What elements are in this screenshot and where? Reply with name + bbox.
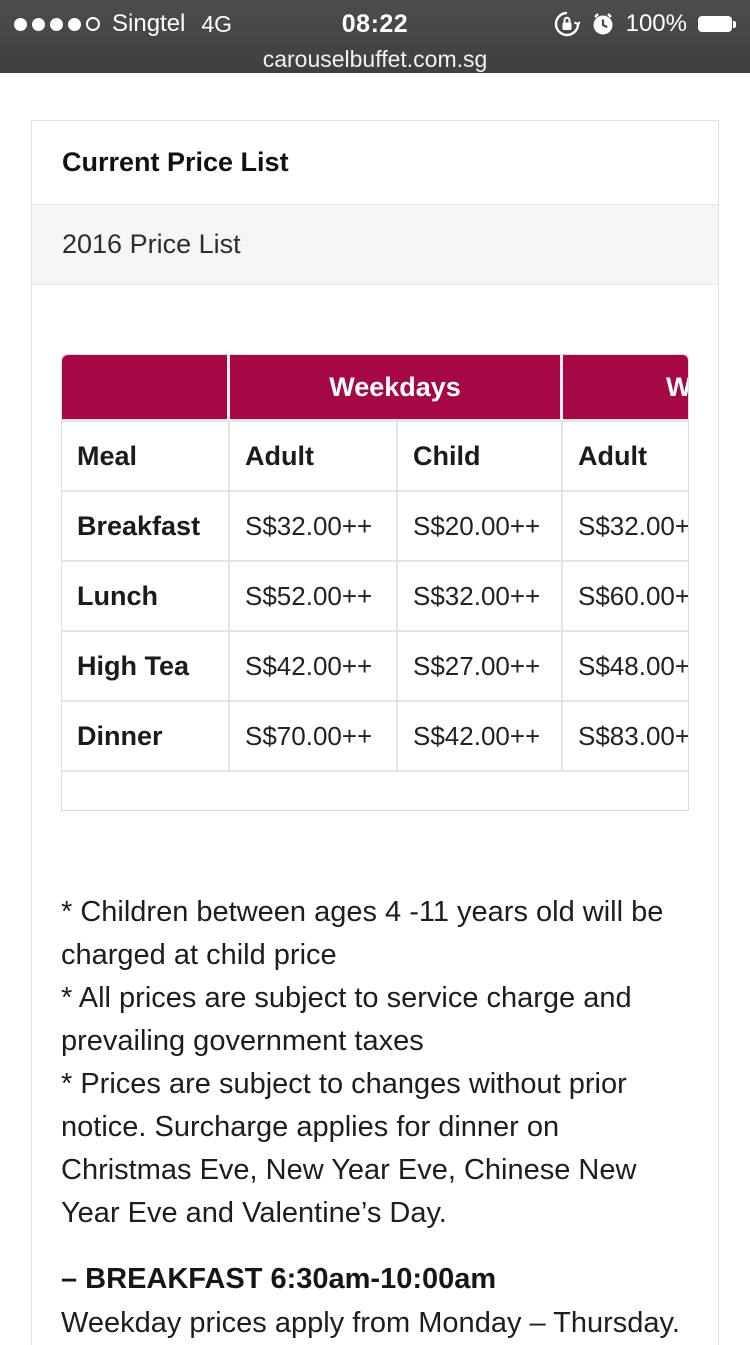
- meal-name: Lunch: [62, 562, 230, 632]
- price-cell: S$60.00++: [563, 562, 688, 632]
- price-list-card: Current Price List 2016 Price List Weekd…: [31, 120, 719, 1345]
- breakfast-hours-heading: – BREAKFAST 6:30am-10:00am: [61, 1263, 497, 1295]
- status-bar: Singtel 4G 08:22 100%: [0, 0, 750, 73]
- price-cell: S$83.00++: [563, 702, 688, 772]
- note-line: * Prices are subject to changes without …: [61, 1068, 637, 1229]
- price-cell: S$27.00++: [398, 632, 563, 702]
- table-row: Breakfast S$32.00++ S$20.00++ S$32.00++: [62, 492, 688, 562]
- group-header-weekdays: Weekdays: [230, 355, 563, 422]
- network-type-label: 4G: [201, 10, 233, 37]
- price-cell: S$48.00++: [563, 632, 688, 702]
- battery-icon: [698, 16, 736, 32]
- price-cell: S$52.00++: [230, 562, 398, 632]
- meal-name: Breakfast: [62, 492, 230, 562]
- meal-name: High Tea: [62, 632, 230, 702]
- note-line: * All prices are subject to service char…: [61, 982, 632, 1057]
- signal-dot: [68, 17, 81, 31]
- alarm-clock-icon: [591, 12, 615, 36]
- table-row: Dinner S$70.00++ S$42.00++ S$83.00++: [62, 702, 688, 772]
- signal-dot: [50, 17, 63, 31]
- price-cell: S$42.00++: [398, 702, 563, 772]
- page-title: Current Price List: [62, 147, 289, 177]
- column-header-weekday-adult: Adult: [230, 422, 398, 492]
- note-line: * Children between ages 4 -11 years old …: [61, 896, 664, 971]
- price-cell: S$32.00++: [398, 562, 563, 632]
- price-cell: S$20.00++: [398, 492, 563, 562]
- signal-strength-icon: [14, 17, 100, 31]
- battery-percent-label: 100%: [625, 10, 687, 37]
- meal-name: Dinner: [62, 702, 230, 772]
- orientation-lock-icon: [554, 11, 580, 37]
- price-cell: S$32.00++: [230, 492, 398, 562]
- signal-dot: [32, 17, 45, 31]
- clock-label: 08:22: [341, 9, 409, 38]
- breakfast-hours-note: Weekday prices apply from Monday – Thurs…: [61, 1307, 680, 1339]
- price-cell: S$42.00++: [230, 632, 398, 702]
- group-header-empty: [62, 355, 230, 422]
- price-table: Weekdays Weekends Meal Adult Child Adult…: [62, 355, 688, 772]
- price-cell: S$70.00++: [230, 702, 398, 772]
- price-notes: * Children between ages 4 -11 years old …: [61, 891, 689, 1235]
- signal-dot-empty: [86, 17, 100, 31]
- carrier-label: Singtel: [112, 10, 186, 37]
- column-header-weekend-adult: Adult: [563, 422, 688, 492]
- accordion-2016-price-list[interactable]: 2016 Price List: [32, 204, 718, 285]
- table-row: Lunch S$52.00++ S$32.00++ S$60.00++: [62, 562, 688, 632]
- signal-dot: [14, 17, 27, 31]
- group-header-weekends: Weekends: [563, 355, 688, 422]
- column-header-meal: Meal: [62, 422, 230, 492]
- table-row: High Tea S$42.00++ S$27.00++ S$48.00++: [62, 632, 688, 702]
- price-cell: S$32.00++: [563, 492, 688, 562]
- address-bar[interactable]: carouselbuffet.com.sg: [262, 46, 488, 72]
- column-header-weekday-child: Child: [398, 422, 563, 492]
- price-table-scroll-area[interactable]: Weekdays Weekends Meal Adult Child Adult…: [61, 354, 689, 811]
